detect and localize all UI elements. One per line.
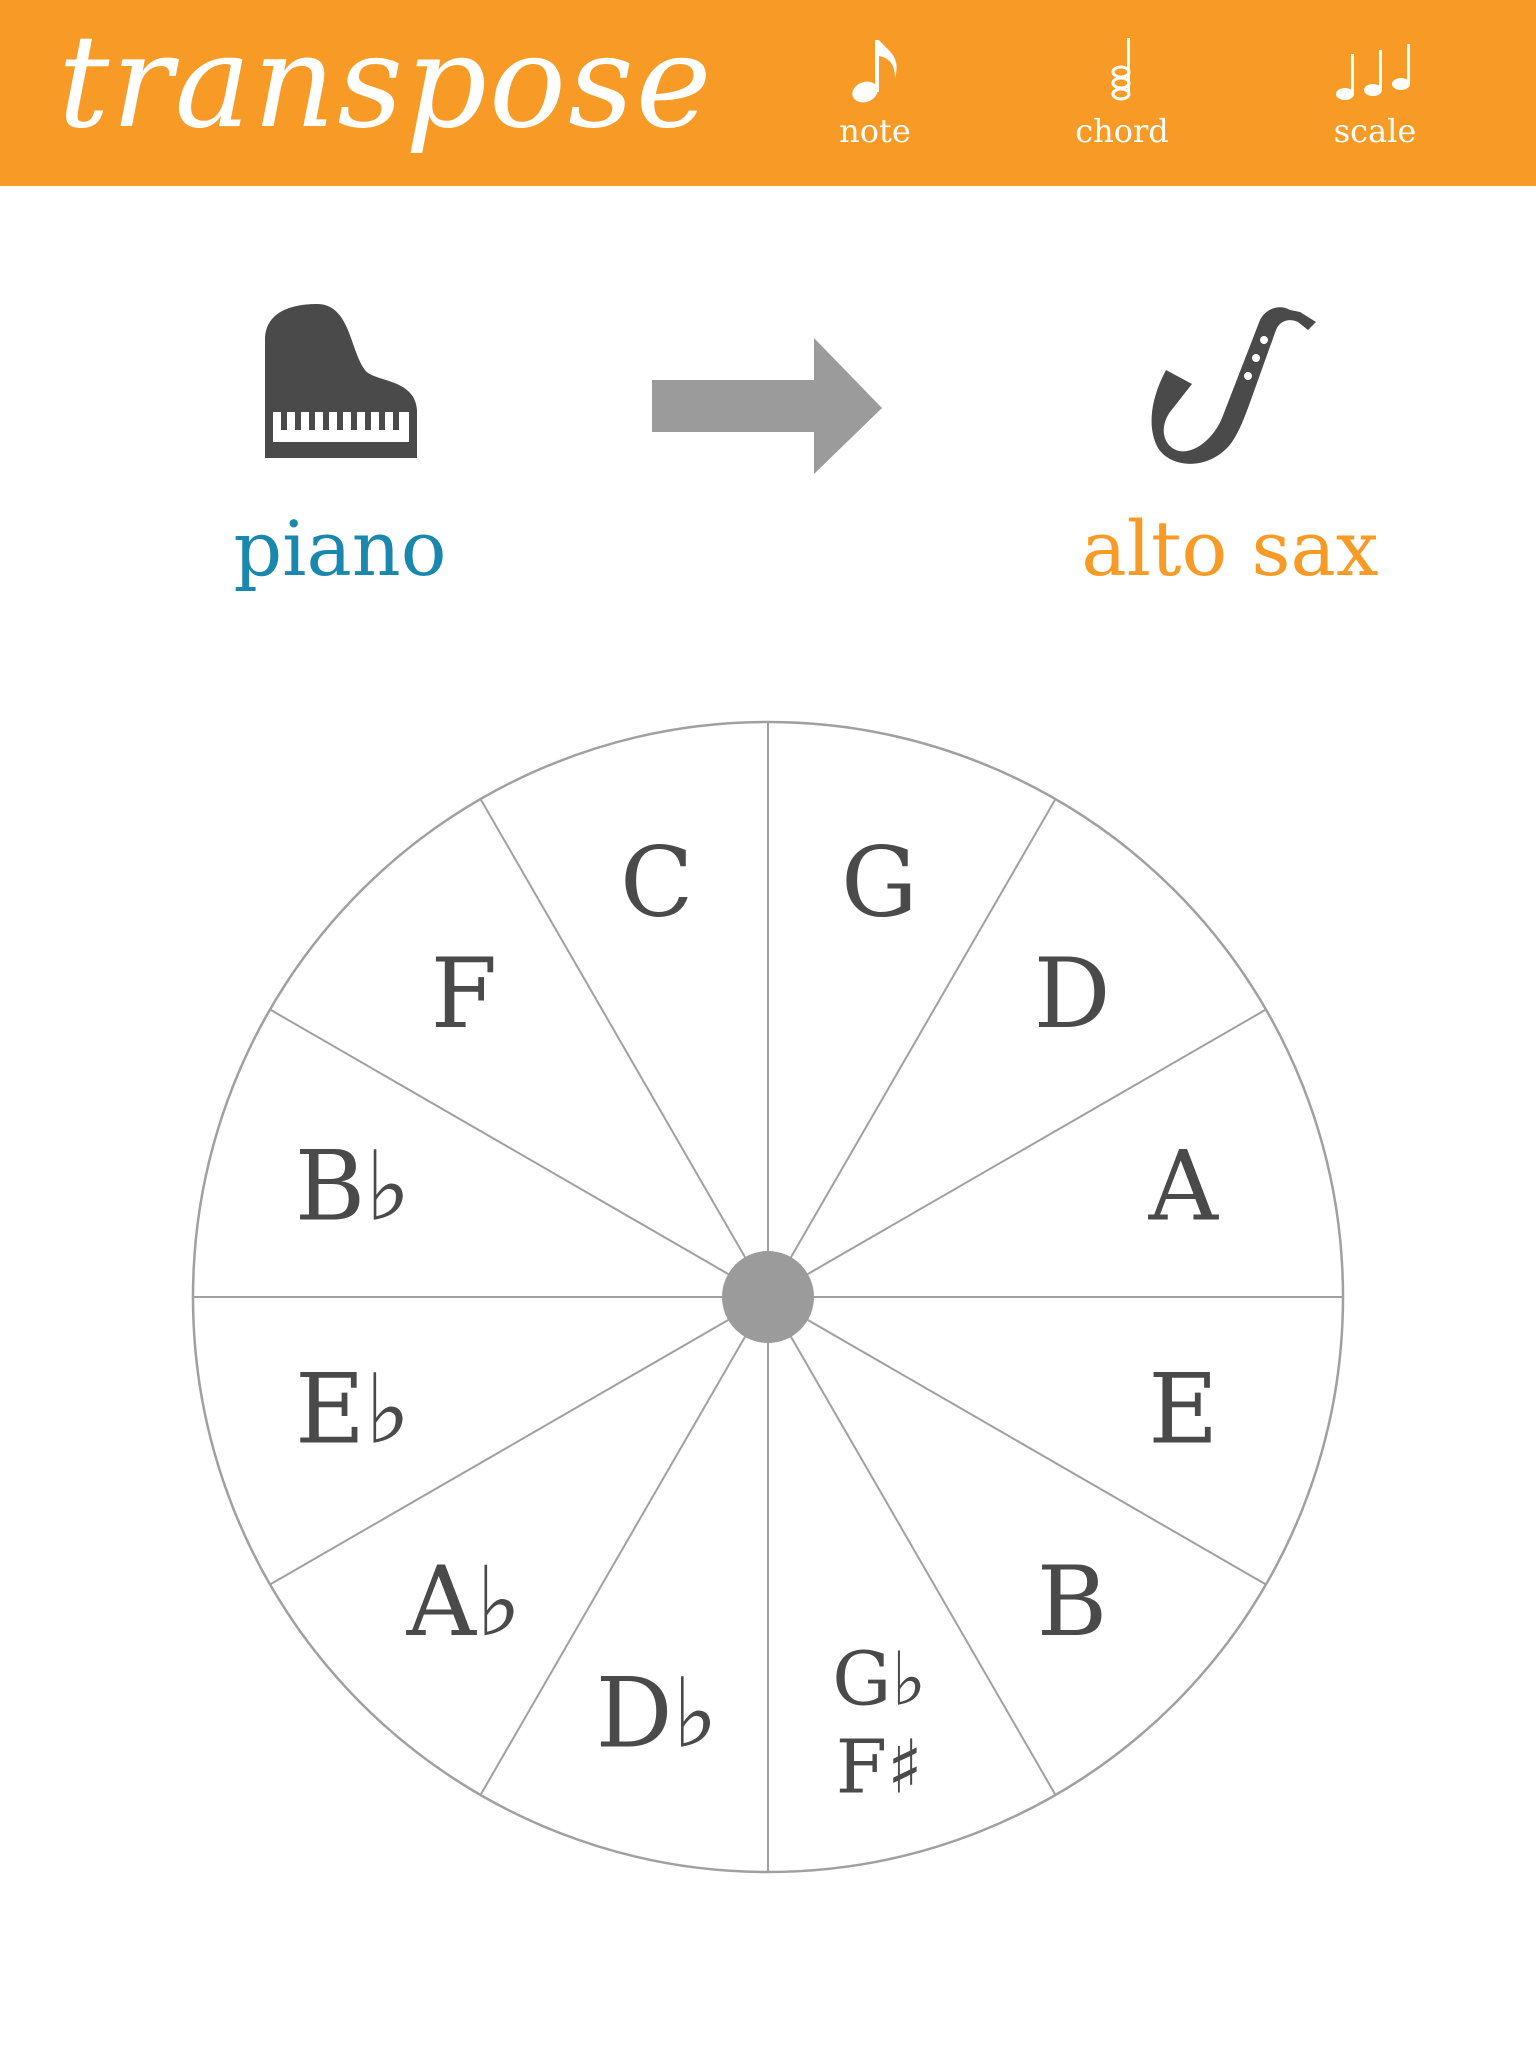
nav-note-button[interactable]: note <box>795 34 955 150</box>
nav-chord-button[interactable]: chord <box>1042 34 1202 150</box>
nav-note-label: note <box>839 112 911 150</box>
to-instrument-name: alto sax <box>1081 504 1379 593</box>
key-segment-label[interactable]: E♭ <box>295 1353 410 1465</box>
key-segment-label[interactable]: D <box>1034 938 1111 1050</box>
grand-piano-icon <box>265 304 417 458</box>
wheel-divider-line <box>269 1008 769 1298</box>
top-bar: transpose note chord scale <box>0 0 1536 186</box>
right-arrow-icon <box>652 338 882 482</box>
to-instrument-button[interactable]: alto sax <box>1075 300 1385 593</box>
wheel-divider-line <box>767 1008 1267 1298</box>
from-instrument-name: piano <box>233 504 447 593</box>
scale-notes-icon <box>1336 44 1410 100</box>
nav-chord-label: chord <box>1075 112 1169 150</box>
key-segment-label[interactable]: A <box>1148 1131 1220 1243</box>
app-title: transpose <box>58 8 714 157</box>
wheel-center-hub <box>722 1251 814 1343</box>
nav-scale-button[interactable]: scale <box>1295 34 1455 150</box>
from-instrument-button[interactable]: piano <box>200 300 480 593</box>
saxophone-icon <box>1151 307 1316 464</box>
key-segment-label[interactable]: B <box>1037 1546 1108 1658</box>
key-segment-label[interactable]: A♭ <box>406 1546 522 1658</box>
wheel-divider-line <box>479 798 769 1298</box>
wheel-divider-line <box>479 1296 769 1796</box>
key-segment-label[interactable]: G♭ F♯ <box>832 1636 926 1810</box>
nav-scale-label: scale <box>1333 112 1417 150</box>
wheel-divider-line <box>767 798 1057 1298</box>
wheel-divider-line <box>767 1296 1267 1586</box>
key-segment-label[interactable]: C <box>620 827 693 939</box>
wheel-divider-line <box>269 1296 769 1586</box>
wheel-divider-line <box>767 1296 1057 1796</box>
eighth-note-icon <box>852 40 897 103</box>
chord-icon <box>1111 38 1131 101</box>
key-segment-label[interactable]: G <box>841 827 918 939</box>
key-segment-label[interactable]: E <box>1148 1353 1218 1465</box>
key-segment-label[interactable]: B♭ <box>295 1131 411 1243</box>
key-segment-label[interactable]: F <box>431 938 498 1050</box>
wheel-dividers <box>193 722 1343 1872</box>
key-segment-label[interactable]: D♭ <box>596 1657 718 1769</box>
